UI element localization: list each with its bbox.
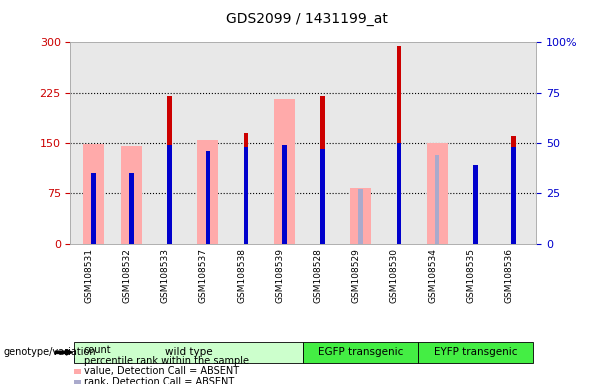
Text: count: count xyxy=(84,345,112,355)
Text: GSM108537: GSM108537 xyxy=(199,248,208,303)
Text: EYFP transgenic: EYFP transgenic xyxy=(433,347,517,358)
Bar xyxy=(282,145,287,244)
Text: GSM108535: GSM108535 xyxy=(466,248,475,303)
Text: GDS2099 / 1431199_at: GDS2099 / 1431199_at xyxy=(226,12,387,25)
Bar xyxy=(167,96,172,244)
Text: GSM108536: GSM108536 xyxy=(504,248,514,303)
Bar xyxy=(320,149,325,244)
Text: GSM108530: GSM108530 xyxy=(390,248,399,303)
Text: EGFP transgenic: EGFP transgenic xyxy=(318,347,403,358)
Bar xyxy=(91,173,96,244)
Text: GSM108534: GSM108534 xyxy=(428,248,437,303)
Bar xyxy=(473,165,478,244)
Bar xyxy=(129,173,134,244)
Bar xyxy=(244,133,248,244)
Text: value, Detection Call = ABSENT: value, Detection Call = ABSENT xyxy=(84,366,239,376)
Text: percentile rank within the sample: percentile rank within the sample xyxy=(84,356,249,366)
Bar xyxy=(397,143,401,244)
Bar xyxy=(206,151,210,244)
Text: GSM108531: GSM108531 xyxy=(85,248,93,303)
Text: wild type: wild type xyxy=(165,347,213,358)
Bar xyxy=(282,145,287,244)
Bar xyxy=(435,155,440,244)
Bar xyxy=(121,146,142,244)
Bar xyxy=(197,140,218,244)
Bar xyxy=(274,99,295,244)
Text: GSM108533: GSM108533 xyxy=(161,248,170,303)
Bar xyxy=(167,145,172,244)
Bar xyxy=(320,96,325,244)
Bar xyxy=(511,147,516,244)
Text: GSM108538: GSM108538 xyxy=(237,248,246,303)
Text: rank, Detection Call = ABSENT: rank, Detection Call = ABSENT xyxy=(84,377,234,384)
Bar xyxy=(129,173,134,244)
Text: genotype/variation: genotype/variation xyxy=(3,347,96,358)
Bar xyxy=(91,173,96,244)
Bar xyxy=(359,189,363,244)
Bar xyxy=(397,46,401,244)
Text: GSM108529: GSM108529 xyxy=(352,248,360,303)
Text: GSM108539: GSM108539 xyxy=(275,248,284,303)
Text: GSM108532: GSM108532 xyxy=(123,248,132,303)
Bar xyxy=(427,143,447,244)
Bar xyxy=(83,144,104,244)
Bar xyxy=(511,136,516,244)
Bar xyxy=(350,188,371,244)
Bar xyxy=(206,151,210,244)
Bar xyxy=(244,147,248,244)
Text: GSM108528: GSM108528 xyxy=(313,248,322,303)
